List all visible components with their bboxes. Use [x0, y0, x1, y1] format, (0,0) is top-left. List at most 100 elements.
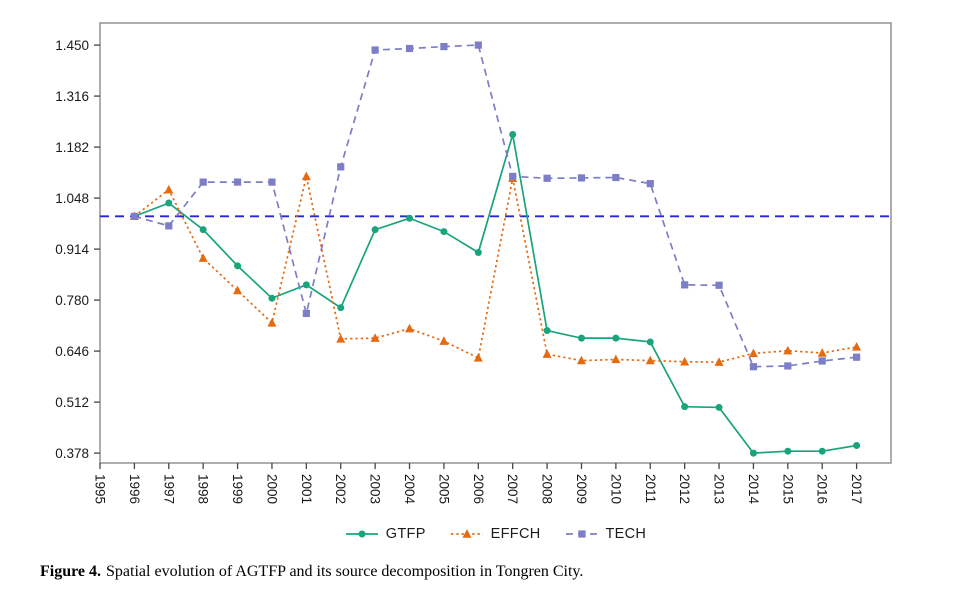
series-marker-tech: [199, 178, 207, 186]
series-marker-effch: [473, 353, 483, 362]
x-tick-label: 2013: [712, 474, 727, 504]
y-tick-label: 0.512: [55, 395, 89, 410]
chart-legend: GTFP EFFCH TECH: [100, 526, 891, 542]
y-tick-label: 0.780: [55, 293, 89, 308]
x-tick-label: 1997: [161, 474, 176, 504]
x-tick-label: 2015: [780, 474, 795, 504]
series-marker-gtfp: [440, 228, 448, 236]
series-marker-effch: [783, 345, 793, 355]
series-marker-tech: [371, 46, 379, 54]
x-tick-label: 2004: [402, 474, 417, 505]
series-marker-effch: [370, 333, 380, 342]
x-tick-label: 1995: [93, 474, 108, 504]
series-marker-tech: [749, 363, 758, 371]
series-marker-gtfp: [577, 334, 585, 342]
series-marker-effch: [233, 285, 243, 295]
x-tick-label: 1999: [230, 474, 245, 504]
series-marker-effch: [817, 348, 827, 357]
series-marker-gtfp: [165, 199, 173, 207]
legend-item-gtfp: GTFP: [345, 526, 426, 542]
x-tick-label: 2003: [368, 474, 383, 504]
series-marker-effch: [714, 357, 724, 366]
series-marker-effch: [542, 349, 552, 358]
series-marker-tech: [853, 353, 861, 361]
series-marker-effch: [198, 253, 208, 262]
square-marker-icon: [577, 530, 586, 538]
series-marker-tech: [681, 281, 689, 289]
series-marker-tech: [268, 178, 276, 186]
series-marker-tech: [405, 44, 414, 53]
x-tick-label: 2007: [505, 474, 520, 504]
plot-border: [99, 22, 892, 464]
series-marker-effch: [336, 334, 346, 343]
y-tick-label: 1.182: [55, 140, 89, 155]
y-tick-label: 1.450: [55, 38, 89, 53]
x-tick-label: 2000: [264, 474, 279, 504]
legend-item-tech: TECH: [565, 526, 647, 542]
series-marker-gtfp: [337, 304, 345, 312]
series-marker-effch: [405, 323, 415, 333]
x-tick-label: 2017: [849, 474, 864, 504]
series-marker-tech: [818, 357, 826, 365]
series-marker-effch: [852, 342, 862, 351]
series-marker-gtfp: [199, 226, 207, 234]
series-marker-gtfp: [646, 338, 654, 346]
y-tick-label: 1.316: [55, 89, 89, 104]
series-marker-gtfp: [749, 449, 757, 457]
figure-caption-text: Spatial evolution of AGTFP and its sourc…: [106, 563, 584, 580]
y-tick-label: 0.646: [55, 344, 89, 359]
series-marker-gtfp: [612, 334, 620, 342]
legend-item-effch: EFFCH: [450, 526, 541, 542]
series-marker-effch: [267, 318, 277, 327]
gtfp-line-sample-icon: [345, 530, 378, 538]
legend-label-effch: EFFCH: [490, 526, 541, 542]
x-tick-label: 2010: [608, 474, 623, 504]
tech-line-sample-icon: [565, 530, 598, 538]
circle-marker-icon: [358, 530, 366, 538]
series-marker-gtfp: [715, 403, 723, 411]
series-marker-effch: [439, 336, 449, 345]
series-marker-effch: [164, 184, 174, 194]
series-marker-tech: [337, 163, 345, 171]
series-marker-effch: [748, 348, 758, 358]
effch-line-sample-icon: [450, 529, 483, 538]
series-marker-tech: [784, 362, 792, 370]
series-marker-gtfp: [234, 262, 242, 270]
series-marker-gtfp: [509, 131, 517, 139]
legend-label-gtfp: GTFP: [385, 526, 426, 542]
series-marker-tech: [646, 180, 654, 188]
x-tick-label: 2009: [574, 474, 589, 504]
series-marker-effch: [611, 354, 621, 364]
series-marker-gtfp: [268, 294, 276, 302]
x-tick-label: 2002: [333, 474, 348, 504]
x-tick-label: 2014: [746, 474, 761, 505]
y-tick-label: 1.048: [55, 191, 89, 206]
series-marker-gtfp: [818, 447, 826, 455]
x-tick-label: 2012: [677, 474, 692, 504]
series-marker-gtfp: [853, 441, 861, 449]
y-tick-label: 0.378: [55, 446, 89, 461]
series-marker-tech: [130, 212, 138, 220]
series-marker-tech: [509, 172, 517, 180]
triangle-marker-icon: [462, 529, 472, 538]
line-chart: 0.378 0.512 0.646 0.780 0.914 1.048 1.182 1.316…: [55, 22, 892, 505]
series-marker-tech: [440, 42, 448, 51]
figure-caption: Figure 4. Spatial evolution of AGTFP and …: [40, 563, 930, 581]
x-tick-label: 2016: [815, 474, 830, 504]
series-marker-effch: [576, 355, 586, 365]
series-marker-tech: [474, 41, 482, 49]
series-line-tech: [134, 44, 857, 368]
series-marker-tech: [233, 178, 242, 186]
x-tick-label: 2001: [299, 474, 314, 504]
series-marker-tech: [577, 174, 586, 182]
series-marker-effch: [301, 171, 311, 181]
series-marker-gtfp: [543, 327, 551, 335]
x-tick-label: 2005: [436, 474, 451, 504]
series-marker-tech: [543, 174, 551, 182]
series-marker-gtfp: [784, 447, 792, 455]
x-tick-label: 2011: [643, 474, 658, 503]
series-marker-gtfp: [406, 214, 414, 222]
figure-caption-label: Figure 4.: [40, 563, 102, 580]
y-tick-label: 0.914: [55, 242, 89, 257]
legend-label-tech: TECH: [605, 526, 647, 542]
